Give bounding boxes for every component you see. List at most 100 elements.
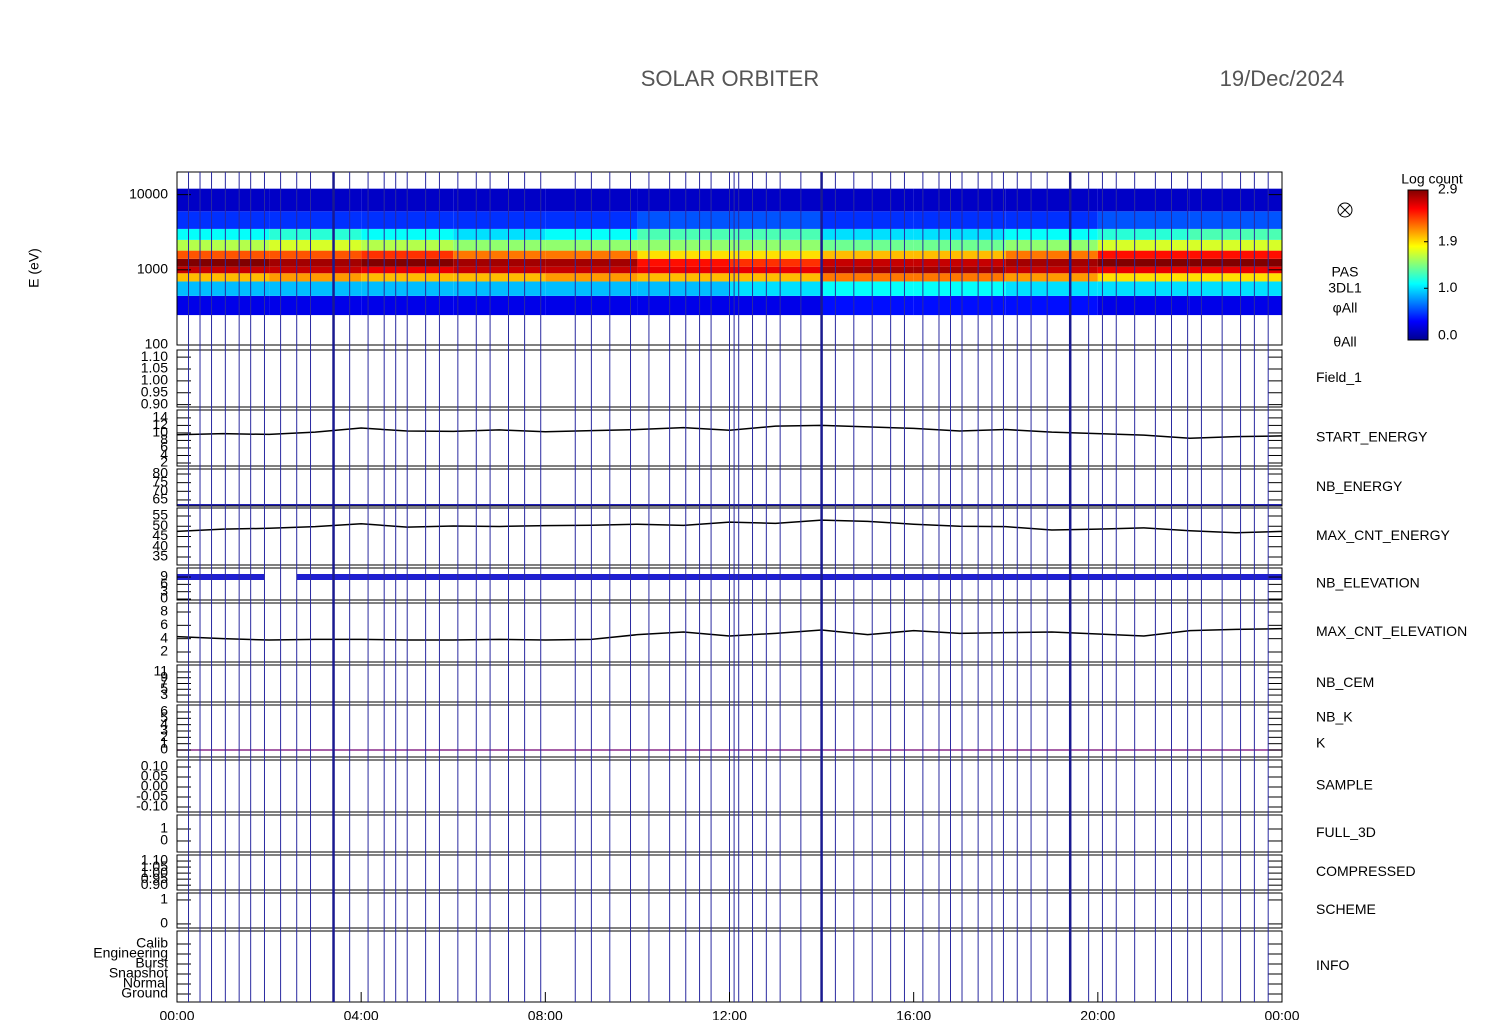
heatmap-cell bbox=[1097, 239, 1190, 251]
x-tick-label: 12:00 bbox=[712, 1008, 747, 1020]
heatmap-cell bbox=[729, 188, 822, 212]
heatmap-cell bbox=[269, 281, 362, 296]
y-tick-label: 1.10 bbox=[141, 348, 168, 364]
y-tick-label: 35 bbox=[152, 548, 168, 564]
y-tick-label: 11 bbox=[153, 663, 168, 679]
x-tick-label: 16:00 bbox=[896, 1008, 931, 1020]
y-tick-label: 70 bbox=[152, 482, 168, 498]
panel-label: θAll bbox=[1333, 334, 1356, 350]
panel-label: SAMPLE bbox=[1316, 777, 1373, 793]
heatmap-cell bbox=[637, 266, 730, 274]
heatmap-cell bbox=[913, 295, 1006, 316]
heatmap-cell bbox=[913, 266, 1006, 274]
heatmap-cell bbox=[1097, 258, 1190, 267]
panel-label: SCHEME bbox=[1316, 901, 1376, 917]
y-tick-label: 0 bbox=[160, 590, 168, 606]
heatmap-cell bbox=[1189, 250, 1282, 259]
heatmap-cell bbox=[821, 239, 914, 251]
heatmap-cell bbox=[453, 228, 546, 240]
heatmap-cell bbox=[1097, 250, 1190, 259]
y-tick-label: 6 bbox=[160, 575, 168, 591]
y-tick-label: 0 bbox=[160, 832, 168, 848]
heatmap-cell bbox=[269, 273, 362, 282]
heatmap-cell bbox=[177, 281, 270, 296]
heatmap-cell bbox=[177, 295, 270, 316]
y-tick-label: 10 bbox=[152, 424, 168, 440]
panel-label: NB_K bbox=[1316, 709, 1353, 725]
panel-label: 3DL1 bbox=[1328, 280, 1362, 296]
heatmap-cell bbox=[729, 250, 822, 259]
heatmap-cell bbox=[729, 211, 822, 229]
heatmap-cell bbox=[729, 295, 822, 316]
heatmap-cell bbox=[637, 258, 730, 267]
heatmap-cell bbox=[637, 273, 730, 282]
heatmap-cell bbox=[269, 258, 362, 267]
heatmap-cell bbox=[1189, 266, 1282, 274]
heatmap-cell bbox=[1005, 281, 1098, 296]
y-tick-label: Engineering bbox=[93, 945, 168, 961]
heatmap-cell bbox=[453, 188, 546, 212]
y-tick-label: 2 bbox=[160, 643, 168, 659]
heatmap-cell bbox=[729, 266, 822, 274]
heatmap-cell bbox=[453, 281, 546, 296]
y-tick-label: 1 bbox=[160, 734, 168, 750]
heatmap-cell bbox=[913, 211, 1006, 229]
heatmap-cell bbox=[1189, 273, 1282, 282]
colorbar-title: Log count bbox=[1401, 171, 1463, 187]
heatmap-cell bbox=[453, 273, 546, 282]
heatmap-cell bbox=[269, 188, 362, 212]
heatmap-cell bbox=[1097, 228, 1190, 240]
y-tick-label: 3 bbox=[160, 722, 168, 738]
panel-label: NB_ELEVATION bbox=[1316, 575, 1420, 591]
y-tick-label: 50 bbox=[152, 517, 168, 533]
y-tick-label: 0.90 bbox=[141, 876, 168, 892]
y-tick-label: 40 bbox=[152, 537, 168, 553]
y-tick-label: 0.05 bbox=[141, 768, 168, 784]
heatmap-cell bbox=[177, 273, 270, 282]
heatmap-cell bbox=[821, 258, 914, 267]
y-tick-label: 0.95 bbox=[141, 383, 168, 399]
y-tick-label: 45 bbox=[152, 527, 168, 543]
heatmap-cell bbox=[729, 281, 822, 296]
y-tick-label: 9 bbox=[160, 568, 168, 584]
y-tick-label: 0.00 bbox=[141, 778, 168, 794]
y-tick-label: Snapshot bbox=[109, 965, 168, 981]
panel-label: PAS bbox=[1332, 264, 1359, 280]
heatmap-cell bbox=[269, 228, 362, 240]
y-tick-label: 55 bbox=[152, 507, 168, 523]
heatmap-cell bbox=[269, 211, 362, 229]
y-tick-label: 5 bbox=[160, 680, 168, 696]
heatmap-cell bbox=[637, 228, 730, 240]
heatmap-cell bbox=[913, 250, 1006, 259]
heatmap-cell bbox=[729, 273, 822, 282]
heatmap-cell bbox=[1005, 273, 1098, 282]
x-tick-label: 04:00 bbox=[344, 1008, 379, 1020]
y-tick-label: 4 bbox=[160, 715, 168, 731]
heatmap-cell bbox=[453, 258, 546, 267]
y-tick-label: 0 bbox=[160, 915, 168, 931]
heatmap-cell bbox=[637, 239, 730, 251]
y-tick-label: 8 bbox=[160, 603, 168, 619]
heatmap-cell bbox=[913, 273, 1006, 282]
y-tick-label: 1.00 bbox=[141, 372, 168, 388]
heatmap-cell bbox=[453, 266, 546, 274]
y-tick-label: 14 bbox=[152, 409, 168, 425]
y-tick-label: 1000 bbox=[137, 261, 168, 277]
heatmap-cell bbox=[637, 211, 730, 229]
heatmap-cell bbox=[1005, 239, 1098, 251]
colorbar bbox=[1407, 189, 1429, 341]
y-tick-label: -0.10 bbox=[136, 798, 168, 814]
heatmap-cell bbox=[1189, 239, 1282, 251]
y-tick-label: 3 bbox=[160, 582, 168, 598]
y-tick-label: 100 bbox=[145, 336, 169, 352]
x-tick-label: 08:00 bbox=[528, 1008, 563, 1020]
y-tick-label: 3 bbox=[160, 686, 168, 702]
heatmap-cell bbox=[269, 239, 362, 251]
heatmap-cell bbox=[1005, 266, 1098, 274]
heatmap-cell bbox=[821, 273, 914, 282]
y-tick-label: 0.90 bbox=[141, 395, 168, 411]
heatmap-cell bbox=[1005, 228, 1098, 240]
y-tick-label: 6 bbox=[160, 703, 168, 719]
colorbar-tick-label: 2.9 bbox=[1438, 181, 1458, 197]
